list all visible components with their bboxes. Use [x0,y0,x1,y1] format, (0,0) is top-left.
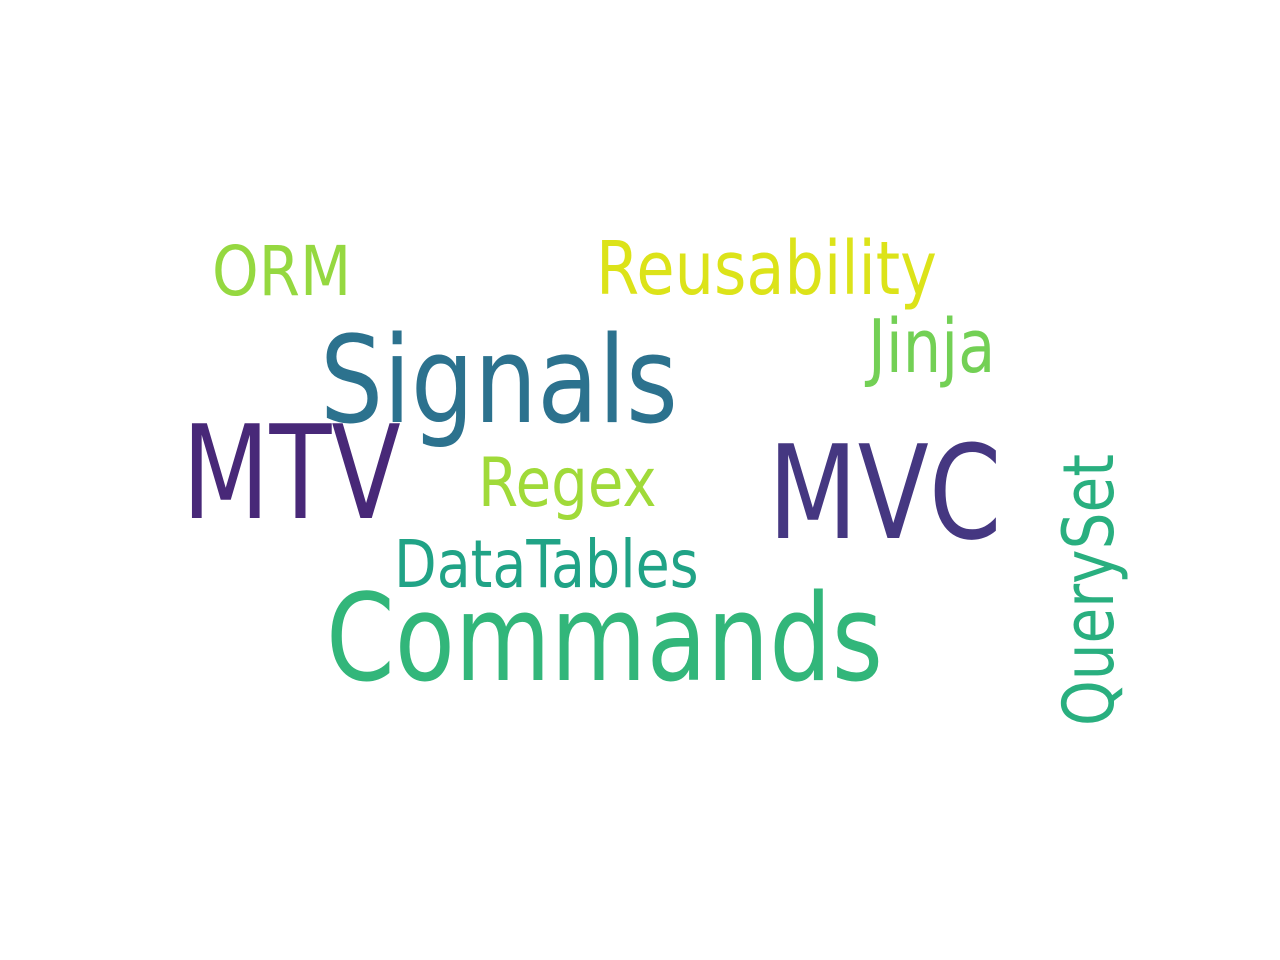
word-orm: ORM [212,232,352,312]
word-mvc: MVC [768,417,1002,569]
word-queryset: QuerySet [1048,454,1130,726]
word-mtv: MTV [182,397,401,549]
word-datatables: DataTables [394,526,699,603]
word-reusability: Reusability [596,226,937,312]
word-signals: Signals [320,312,678,451]
word-jinja: Jinja [868,304,996,390]
word-commands: Commands [326,570,884,709]
word-regex: Regex [478,444,657,523]
